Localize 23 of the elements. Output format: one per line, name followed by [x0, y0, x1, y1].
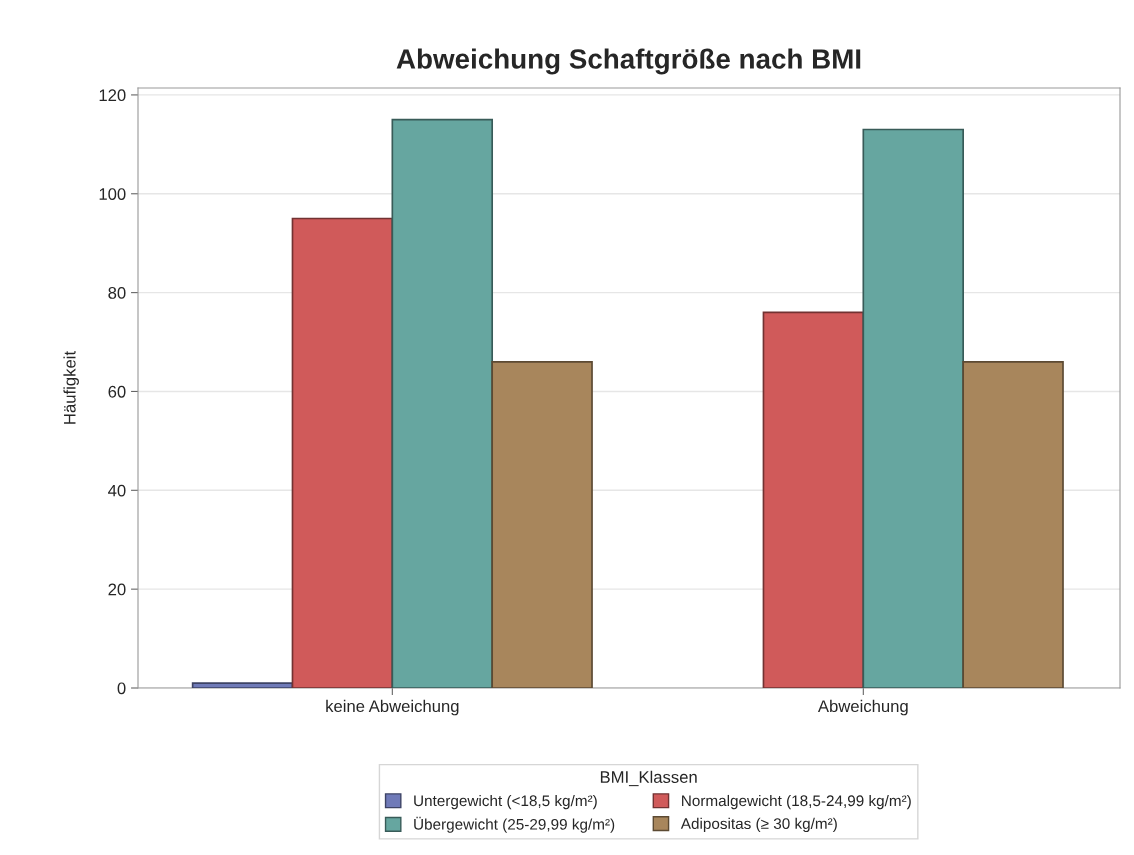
y-tick-label: 80: [108, 287, 126, 299]
y-tick-label: 40: [108, 484, 126, 497]
legend-label: Untergewicht (<18,5 kg/m²): [414, 794, 597, 810]
y-tick-label: 60: [108, 385, 126, 398]
legend-label: Übergewicht (25-29,99 kg/m²): [414, 816, 615, 833]
bar: [191, 682, 294, 688]
x-tick-label: keine Abweichung: [326, 699, 459, 716]
legend-title: BMI_Klassen: [600, 770, 697, 787]
bar: [391, 118, 494, 688]
bar: [762, 311, 865, 688]
chart-title: Abweichung Schaftgröße nach BMI: [396, 48, 861, 75]
bar: [862, 128, 964, 688]
legend-label: Adipositas (≥ 30 kg/m²): [680, 817, 837, 833]
x-tick-label: Abweichung: [817, 699, 908, 716]
y-tick-label: 100: [99, 188, 126, 200]
y-axis-title: Häufigkeit: [63, 351, 79, 424]
bar: [291, 217, 394, 688]
y-tick-label: 120: [99, 89, 126, 102]
y-tick-label: 20: [108, 583, 126, 596]
bar: [962, 360, 1064, 688]
bar: [491, 360, 593, 688]
legend-label: Normalgewicht (18,5-24,99 kg/m²): [682, 794, 911, 810]
y-tick-label: 0: [117, 682, 126, 695]
